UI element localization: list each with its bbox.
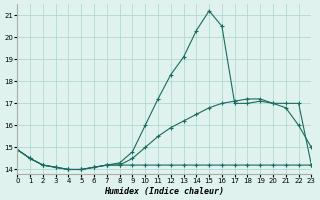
X-axis label: Humidex (Indice chaleur): Humidex (Indice chaleur) [104, 187, 224, 196]
